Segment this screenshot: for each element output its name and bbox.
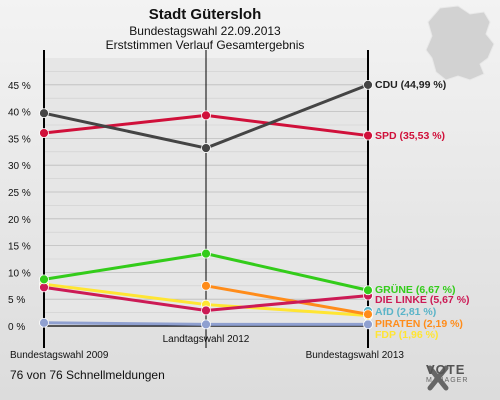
germany-map-icon bbox=[425, 5, 495, 81]
series-label: AfD (2,81 %) bbox=[375, 306, 436, 318]
data-point bbox=[39, 274, 49, 285]
y-tick-label: 5 % bbox=[8, 295, 25, 306]
chart-subtitle-2: Erststimmen Verlauf Gesamtergebnis bbox=[105, 38, 305, 52]
x-tick-label: Bundestagswahl 2009 bbox=[10, 350, 109, 361]
y-tick-label: 10 % bbox=[8, 268, 31, 279]
series-label: PIRATEN (2,19 %) bbox=[375, 318, 463, 330]
data-point bbox=[201, 305, 211, 316]
data-point bbox=[201, 248, 211, 259]
y-tick-label: 45 % bbox=[8, 81, 31, 92]
series-label: FDP (1,96 %) bbox=[375, 329, 438, 341]
data-point bbox=[363, 130, 373, 141]
data-point bbox=[39, 108, 49, 119]
logo-main-text: VOTE bbox=[426, 362, 466, 377]
x-tick-label: Bundestagswahl 2013 bbox=[306, 350, 405, 361]
logo-x-icon bbox=[427, 365, 449, 391]
y-tick-label: 25 % bbox=[8, 188, 31, 199]
y-tick-label: 35 % bbox=[8, 134, 31, 145]
logo-sub-text: MANAGER bbox=[426, 377, 469, 384]
data-point bbox=[201, 280, 211, 291]
y-tick-label: 20 % bbox=[8, 215, 31, 226]
vote-manager-logo: VOTE MANAGER bbox=[426, 362, 468, 384]
series-label: CDU (44,99 %) bbox=[375, 79, 446, 91]
data-point bbox=[201, 110, 211, 121]
y-tick-label: 0 % bbox=[8, 322, 25, 333]
series-label: DIE LINKE (5,67 %) bbox=[375, 294, 470, 306]
series-label: GRÜNE (6,67 %) bbox=[375, 283, 456, 296]
data-point bbox=[39, 317, 49, 328]
series-label: SPD (35,53 %) bbox=[375, 130, 445, 142]
series-line-piraten bbox=[204, 284, 370, 316]
data-point bbox=[363, 309, 373, 320]
data-point bbox=[201, 143, 211, 153]
data-point bbox=[201, 319, 211, 330]
y-tick-label: 30 % bbox=[8, 161, 31, 172]
chart-title: Stadt Gütersloh bbox=[148, 6, 262, 23]
y-tick-label: 40 % bbox=[8, 108, 31, 119]
y-tick-label: 15 % bbox=[8, 242, 31, 253]
status-text: 76 von 76 Schnellmeldungen bbox=[10, 368, 165, 382]
data-point bbox=[363, 79, 373, 90]
data-point bbox=[363, 319, 373, 330]
data-point bbox=[39, 128, 49, 138]
data-point bbox=[363, 285, 373, 296]
x-tick-label: Landtagswahl 2012 bbox=[163, 334, 250, 345]
chart-subtitle: Bundestagswahl 22.09.2013 bbox=[129, 24, 281, 38]
